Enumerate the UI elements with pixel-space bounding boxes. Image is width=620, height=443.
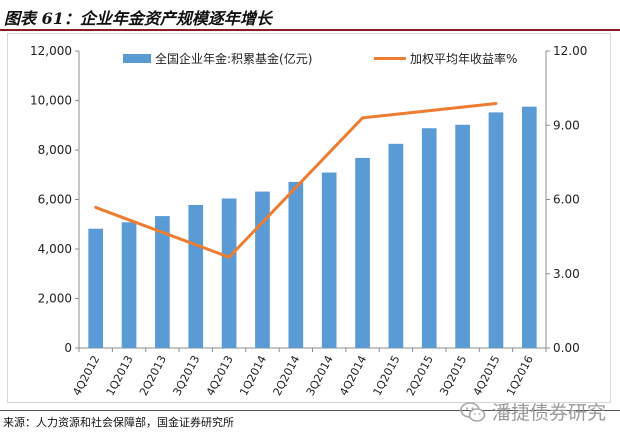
bar xyxy=(388,143,404,348)
x-tick-label: 2Q2015 xyxy=(404,353,436,398)
x-tick-label: 1Q2015 xyxy=(371,353,403,398)
bar xyxy=(255,191,270,348)
bar xyxy=(221,198,237,348)
line-point xyxy=(361,116,365,120)
line-point xyxy=(227,255,231,259)
line-point xyxy=(494,101,498,105)
left-tick-label: 10,000 xyxy=(30,94,72,108)
bar-line-chart: 0 2,000 4,000 6,000 8,000 10,000 12,000 0.00 3.0… xyxy=(30,44,587,398)
x-tick-label: 4Q2014 xyxy=(337,353,369,398)
wechat-icon xyxy=(460,401,486,422)
left-tick-label: 2,000 xyxy=(38,292,72,306)
source-note: 来源：人力资源和社会保障部，国金证券研究所 xyxy=(3,416,234,429)
bar xyxy=(88,228,104,348)
left-tick-label: 8,000 xyxy=(38,143,72,157)
bar xyxy=(455,124,470,348)
bar xyxy=(421,128,437,348)
x-tick-label: 2Q2014 xyxy=(270,353,302,398)
right-tick-label: 3.00 xyxy=(553,267,580,281)
x-tick-label: 3Q2014 xyxy=(304,353,336,398)
left-tick-label: 6,000 xyxy=(38,193,72,207)
x-tick-label: 2Q2013 xyxy=(137,353,169,398)
bar xyxy=(121,222,137,348)
watermark: 潘捷债券研究 xyxy=(460,398,606,425)
footer-divider xyxy=(0,410,620,411)
x-tick-label: 1Q2016 xyxy=(504,353,536,398)
x-tick-label: 4Q2013 xyxy=(204,353,236,398)
bar xyxy=(521,106,537,348)
bar xyxy=(488,112,504,348)
x-tick-label: 1Q2014 xyxy=(237,353,269,398)
right-tick-label: 12.00 xyxy=(553,44,587,58)
chart-frame: 0 2,000 4,000 6,000 8,000 10,000 12,000 0.00 3.0… xyxy=(7,33,611,403)
x-tick-label: 3Q2013 xyxy=(170,353,202,398)
legend-swatch-bars xyxy=(123,54,151,63)
bar xyxy=(155,216,170,348)
line-point xyxy=(94,205,98,209)
left-tick-label: 4,000 xyxy=(38,242,72,256)
x-tick-label: 1Q2013 xyxy=(104,353,136,398)
right-tick-label: 9.00 xyxy=(553,118,580,132)
legend-label-bars: 全国企业年金:积累基金(亿元) xyxy=(155,51,312,66)
legend-label-line: 加权平均年收益率% xyxy=(410,51,517,66)
x-tick-label: 4Q2012 xyxy=(70,353,102,398)
figure-header: 图表 61：企业年金资产规模逐年增长 xyxy=(0,0,620,31)
right-tick-label: 6.00 xyxy=(553,193,580,207)
x-tick-label: 4Q2015 xyxy=(471,353,503,398)
bar xyxy=(321,172,337,348)
x-tick-label: 3Q2015 xyxy=(437,353,469,398)
left-tick-label: 12,000 xyxy=(30,44,72,58)
line-series xyxy=(95,101,497,259)
bar xyxy=(355,157,370,348)
watermark-text: 潘捷债券研究 xyxy=(491,402,606,424)
right-tick-label: 0.00 xyxy=(553,341,580,355)
bar xyxy=(188,204,204,348)
left-tick-label: 0 xyxy=(64,341,72,355)
bar xyxy=(288,181,304,348)
figure-title: 图表 61：企业年金资产规模逐年增长 xyxy=(4,9,272,28)
